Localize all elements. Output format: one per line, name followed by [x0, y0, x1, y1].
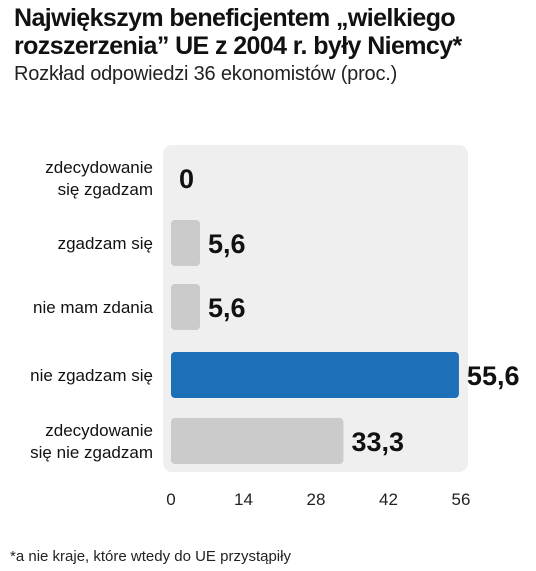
bar-2: [171, 220, 200, 266]
category-label-2: zgadzam się: [58, 234, 153, 253]
value-label-4: 55,6: [467, 361, 520, 391]
bar-chart: 0 zdecydowanie się zgadzam 5,6 zgadzam się 5,…: [30, 145, 520, 509]
x-tick-28: 28: [307, 490, 326, 509]
category-label-3: nie mam zdania: [33, 298, 154, 317]
value-label-1: 0: [179, 164, 194, 194]
x-tick-42: 42: [379, 490, 398, 509]
footnote: *a nie kraje, które wtedy do UE przystąp…: [10, 548, 291, 565]
x-tick-0: 0: [166, 490, 175, 509]
bar-4: [171, 352, 459, 398]
bar-5: [171, 418, 344, 464]
category-label-5: zdecydowanie się nie zgadzam: [30, 421, 153, 462]
value-label-3: 5,6: [208, 293, 246, 323]
bar-3: [171, 284, 200, 330]
x-tick-56: 56: [452, 490, 471, 509]
x-tick-14: 14: [234, 490, 253, 509]
category-label-4: nie zgadzam się: [30, 366, 153, 385]
chart-subtitle: Rozkład odpowiedzi 36 ekonomistów (proc.…: [14, 63, 398, 85]
category-label-1: zdecydowanie się zgadzam: [45, 158, 153, 199]
chart-title: Największym beneficjentem „wielkiego roz…: [14, 4, 462, 60]
value-label-5: 33,3: [351, 427, 404, 457]
value-label-2: 5,6: [208, 229, 246, 259]
